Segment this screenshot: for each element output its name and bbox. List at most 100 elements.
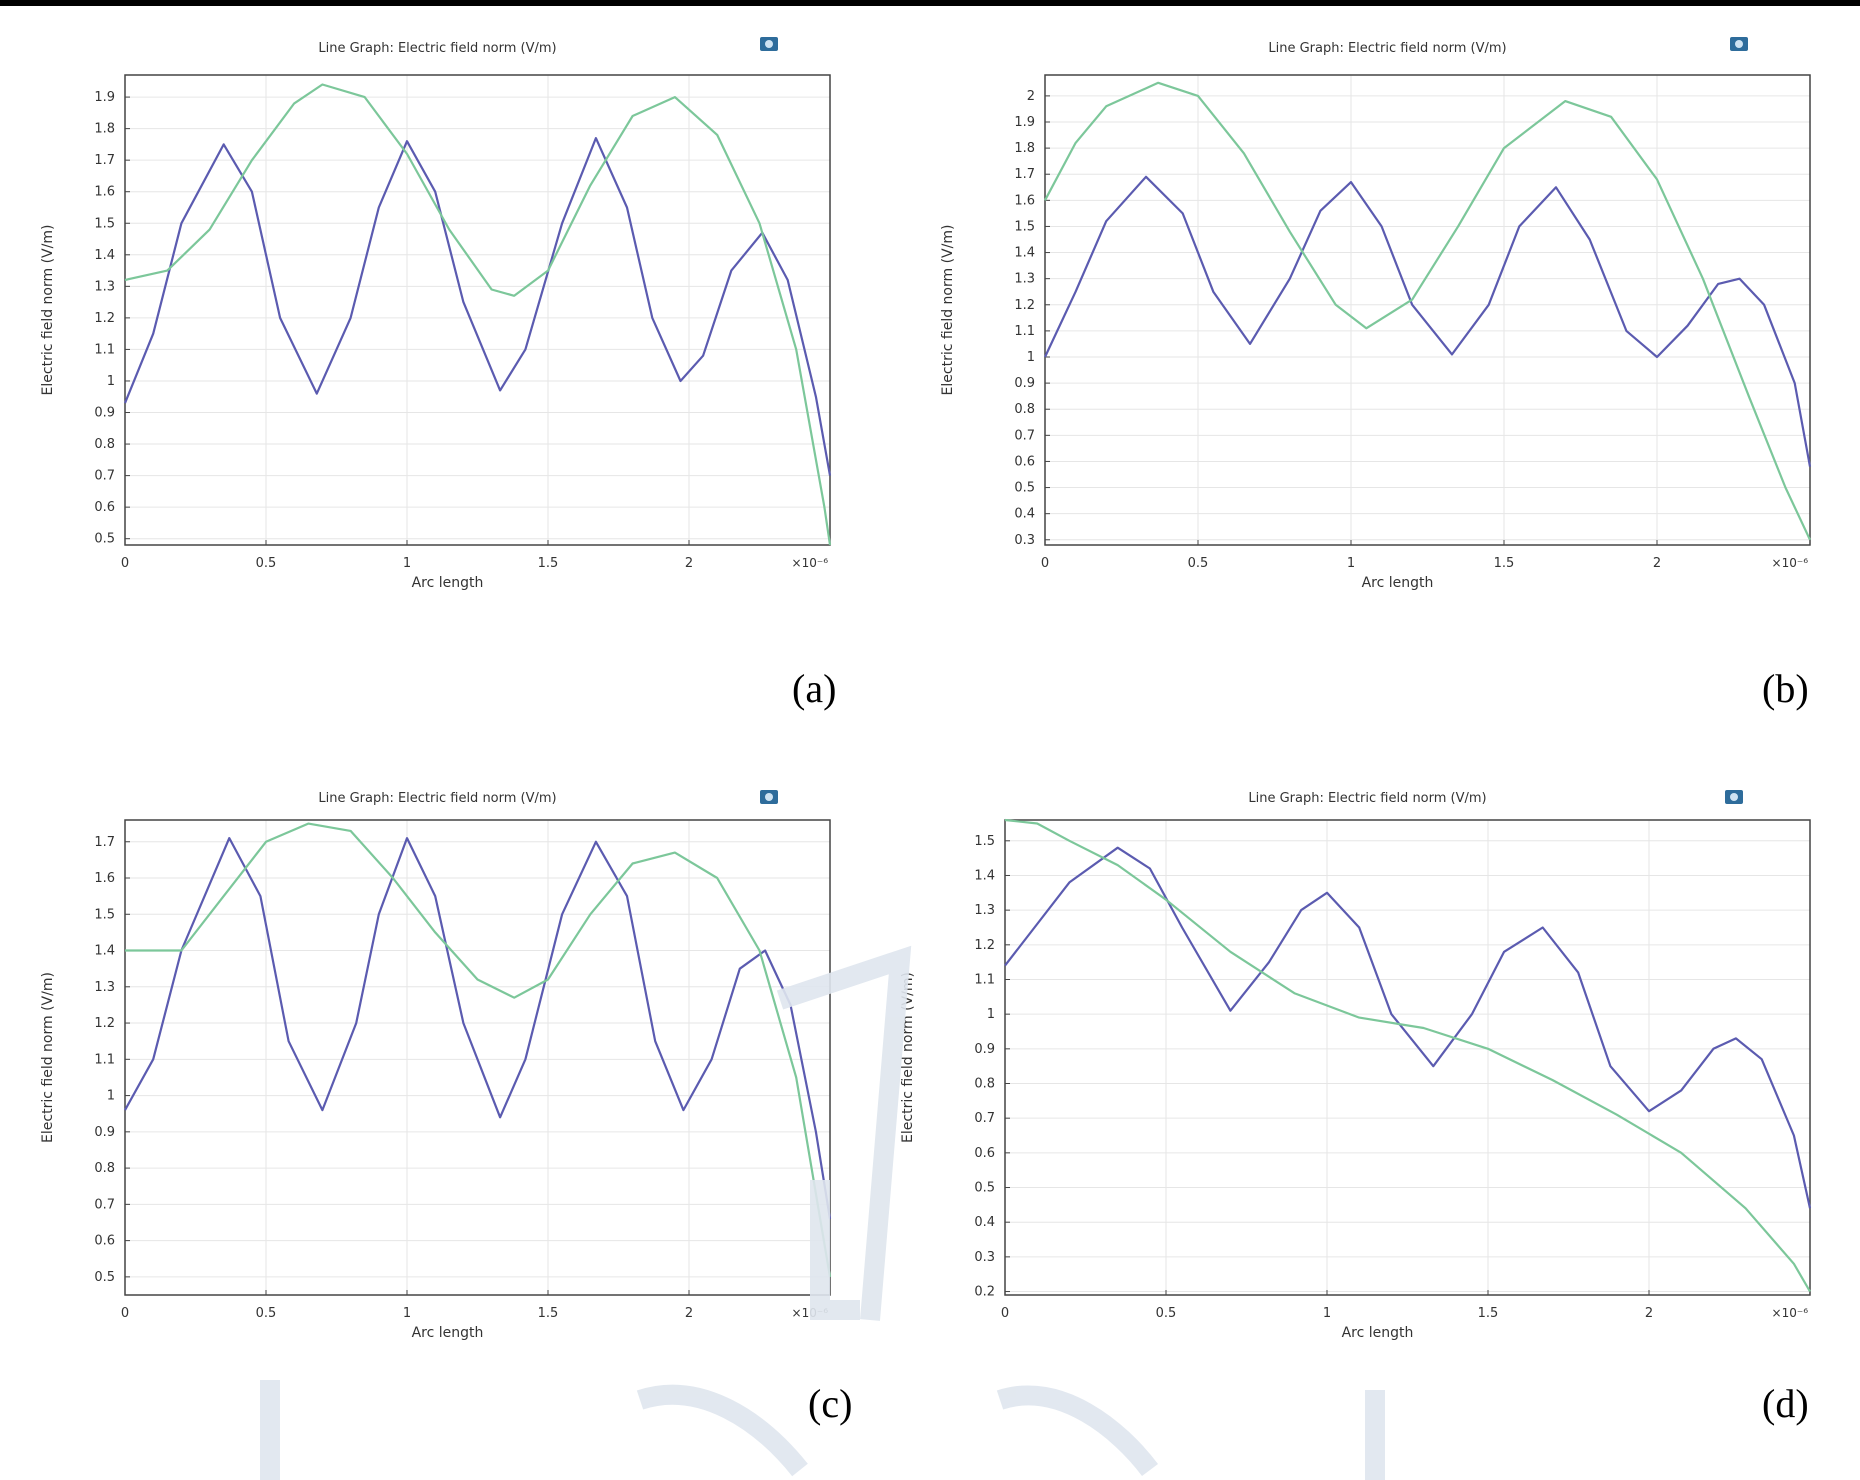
x-tick-label: 1 (1323, 1306, 1331, 1321)
y-axis-label: Electric field norm (V/m) (940, 225, 956, 396)
chart-title: Line Graph: Electric field norm (V/m) (318, 791, 556, 806)
y-tick-label: 1 (107, 374, 115, 389)
y-tick-label: 0.5 (94, 532, 115, 547)
line-chart-a: Line Graph: Electric field norm (V/m) 0.5… (40, 41, 832, 591)
y-tick-label: 0.9 (1014, 376, 1035, 391)
x-axis-label: Arc length (1362, 575, 1434, 591)
chart-panel-b: Line Graph: Electric field norm (V/m) 0.3… (930, 25, 1840, 725)
series-line-2 (124, 83, 832, 546)
series-line-1 (1004, 846, 1812, 1209)
x-tick-label: 2 (685, 556, 693, 571)
panel-label-a: (a) (792, 666, 837, 711)
series-line-1 (123, 137, 832, 476)
camera-icon[interactable] (760, 790, 778, 804)
line-chart-c: Line Graph: Electric field norm (V/m) 0.5… (40, 791, 832, 1341)
y-tick-label: 1.4 (94, 944, 115, 959)
series-line-2 (1004, 818, 1811, 1293)
y-tick-label: 0.8 (974, 1077, 995, 1092)
y-tick-label: 1.9 (1014, 115, 1035, 130)
y-tick-label: 1.1 (1014, 324, 1035, 339)
y-tick-label: 1.5 (1014, 219, 1035, 234)
y-tick-label: 1.1 (94, 342, 115, 357)
y-tick-label: 1 (987, 1007, 995, 1022)
series-line-2 (1044, 81, 1811, 541)
line-chart-d: Line Graph: Electric field norm (V/m) 0.2… (900, 791, 1812, 1341)
y-tick-label: 0.7 (1014, 428, 1035, 443)
y-tick-label: 1.5 (94, 907, 115, 922)
chart-panel-a: Line Graph: Electric field norm (V/m) 0.5… (30, 25, 860, 725)
x-tick-label: 1 (1347, 556, 1355, 571)
x-multiplier-label: ×10⁻⁶ (792, 1306, 829, 1320)
x-tick-label: 1.5 (1494, 556, 1515, 571)
y-tick-label: 1 (107, 1089, 115, 1104)
x-multiplier-label: ×10⁻⁶ (1772, 556, 1809, 570)
y-tick-label: 1.3 (94, 279, 115, 294)
series-line-1 (124, 837, 832, 1220)
panel-label-d: (d) (1762, 1381, 1809, 1426)
chart-panel-d: Line Graph: Electric field norm (V/m) 0.2… (890, 775, 1840, 1450)
y-tick-label: 1.4 (974, 868, 995, 883)
y-tick-label: 0.4 (974, 1215, 995, 1230)
y-tick-label: 1 (1027, 350, 1035, 365)
line-chart-b: Line Graph: Electric field norm (V/m) 0.3… (940, 41, 1812, 591)
y-tick-label: 0.7 (94, 469, 115, 484)
chart-title: Line Graph: Electric field norm (V/m) (318, 41, 556, 56)
chart-title: Line Graph: Electric field norm (V/m) (1268, 41, 1506, 56)
y-tick-label: 1.2 (1014, 298, 1035, 313)
x-tick-label: 0.5 (256, 556, 277, 571)
y-tick-label: 0.6 (1014, 454, 1035, 469)
series-line-1 (1044, 175, 1812, 467)
x-tick-label: 2 (1645, 1306, 1653, 1321)
y-axis-label: Electric field norm (V/m) (900, 972, 916, 1143)
y-axis-label: Electric field norm (V/m) (40, 972, 56, 1143)
y-tick-label: 1.6 (94, 871, 115, 886)
x-tick-label: 0 (121, 1306, 129, 1321)
y-tick-label: 0.3 (1014, 533, 1035, 548)
x-multiplier-label: ×10⁻⁶ (1772, 1306, 1809, 1320)
camera-icon[interactable] (760, 37, 778, 51)
y-tick-label: 0.7 (974, 1111, 995, 1126)
y-tick-label: 1.7 (94, 153, 115, 168)
x-axis-label: Arc length (1342, 1325, 1414, 1341)
x-tick-label: 2 (685, 1306, 693, 1321)
x-tick-label: 1 (403, 1306, 411, 1321)
y-tick-label: 1.8 (94, 122, 115, 137)
y-tick-label: 1.3 (94, 980, 115, 995)
x-tick-label: 0 (1041, 556, 1049, 571)
y-tick-label: 2 (1027, 89, 1035, 104)
y-tick-label: 0.5 (974, 1181, 995, 1196)
panel-label-c: (c) (808, 1381, 853, 1426)
y-tick-label: 0.3 (974, 1250, 995, 1265)
x-axis-label: Arc length (412, 575, 484, 591)
y-tick-label: 0.5 (94, 1270, 115, 1285)
y-tick-label: 0.6 (974, 1146, 995, 1161)
y-tick-label: 1.3 (1014, 272, 1035, 287)
plot-frame (124, 74, 831, 546)
chart-panel-c: Line Graph: Electric field norm (V/m) 0.5… (30, 775, 860, 1450)
x-tick-label: 1.5 (1478, 1306, 1499, 1321)
y-tick-label: 0.9 (94, 1125, 115, 1140)
y-tick-label: 1.8 (1014, 141, 1035, 156)
y-tick-label: 1.4 (1014, 246, 1035, 261)
series-line-2 (125, 822, 832, 1278)
y-tick-label: 0.8 (1014, 402, 1035, 417)
x-tick-label: 1.5 (538, 1306, 559, 1321)
y-tick-label: 1.2 (974, 938, 995, 953)
y-tick-label: 1.7 (1014, 167, 1035, 182)
x-tick-label: 0 (1001, 1306, 1009, 1321)
x-tick-label: 0 (121, 556, 129, 571)
x-tick-label: 0.5 (256, 1306, 277, 1321)
y-tick-label: 0.7 (94, 1197, 115, 1212)
y-tick-label: 0.8 (94, 1161, 115, 1176)
x-tick-label: 1.5 (538, 556, 559, 571)
panel-label-b: (b) (1762, 666, 1809, 711)
y-tick-label: 0.6 (94, 1234, 115, 1249)
y-tick-label: 1.6 (94, 185, 115, 200)
y-tick-label: 0.9 (94, 406, 115, 421)
y-tick-label: 1.6 (1014, 193, 1035, 208)
x-tick-label: 2 (1653, 556, 1661, 571)
x-axis-label: Arc length (412, 1325, 484, 1341)
camera-icon[interactable] (1725, 790, 1743, 804)
camera-icon[interactable] (1730, 37, 1748, 51)
y-tick-label: 1.2 (94, 311, 115, 326)
